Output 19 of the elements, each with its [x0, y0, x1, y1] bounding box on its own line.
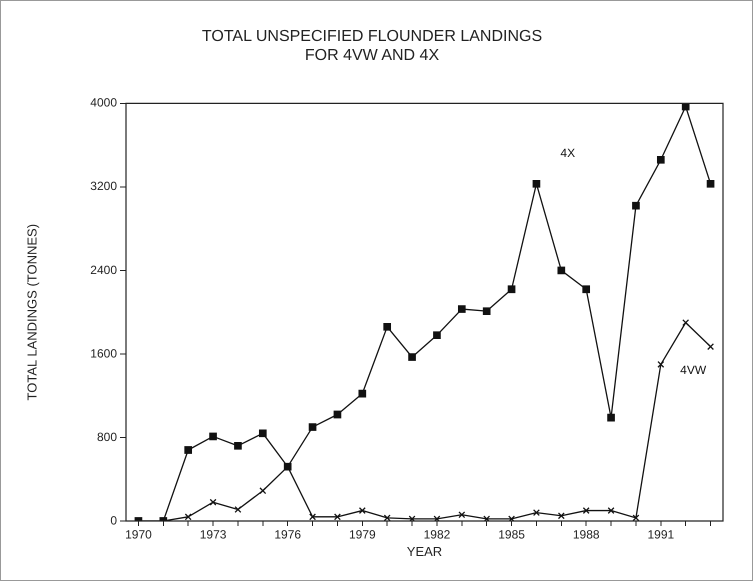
y-tick-label: 1600	[90, 346, 118, 360]
series-label: 4VW	[680, 362, 707, 377]
text: 4X	[560, 146, 576, 160]
x-tick-label: 1973	[200, 528, 227, 542]
x-tick-label: 1970	[125, 528, 152, 542]
y-tick-label: 2400	[90, 262, 118, 277]
y-tick-label: 3200	[90, 179, 118, 194]
y-tick-label: 0	[110, 513, 118, 528]
x-tick-label: 1979	[348, 528, 376, 542]
x-tick-label: 1976	[274, 528, 302, 542]
y-axis-title: TOTAL LANDINGS (TONNES)	[24, 224, 40, 400]
chart-title: TOTAL UNSPECIFIED FLOUNDER LANDINGS FOR 4VW AND 4X	[202, 28, 542, 64]
x-tick-label: 1985	[498, 528, 526, 542]
y-tick-label: 800	[96, 430, 118, 444]
x-tick-label: 1991	[647, 528, 674, 542]
x-tick-label: 1982	[424, 528, 451, 542]
x-tick-label: 1988	[572, 528, 600, 542]
y-tick-label: 4000	[90, 96, 118, 110]
x-axis-title: YEAR	[406, 544, 442, 559]
